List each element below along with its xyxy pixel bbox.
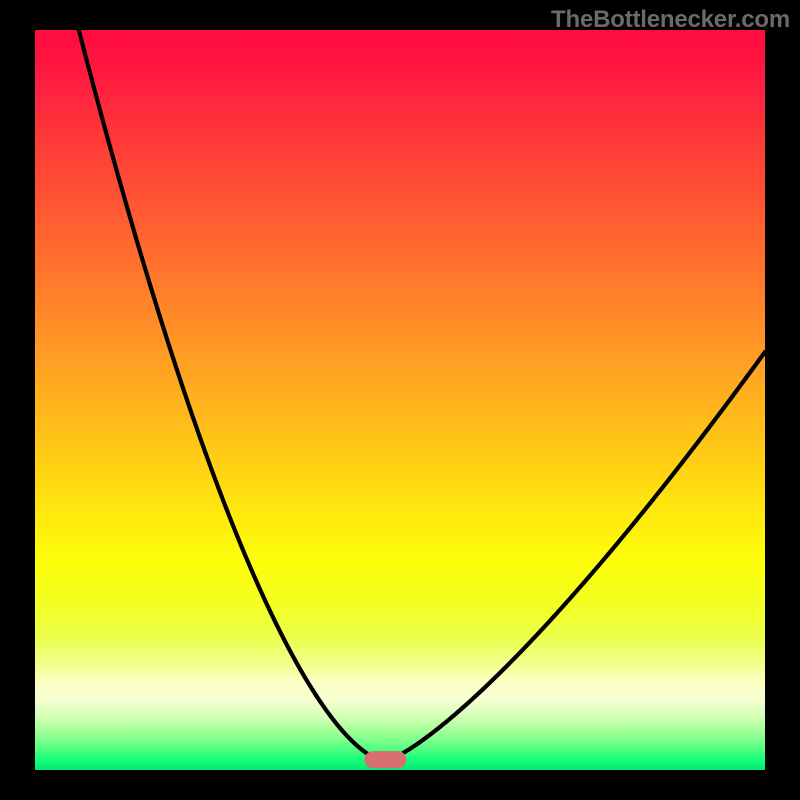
- watermark-text: TheBottlenecker.com: [551, 6, 790, 34]
- heatmap-background: [35, 30, 765, 770]
- chart-svg: [0, 0, 800, 800]
- chart-container: TheBottlenecker.com: [0, 0, 800, 800]
- optimal-point-marker: [364, 751, 406, 768]
